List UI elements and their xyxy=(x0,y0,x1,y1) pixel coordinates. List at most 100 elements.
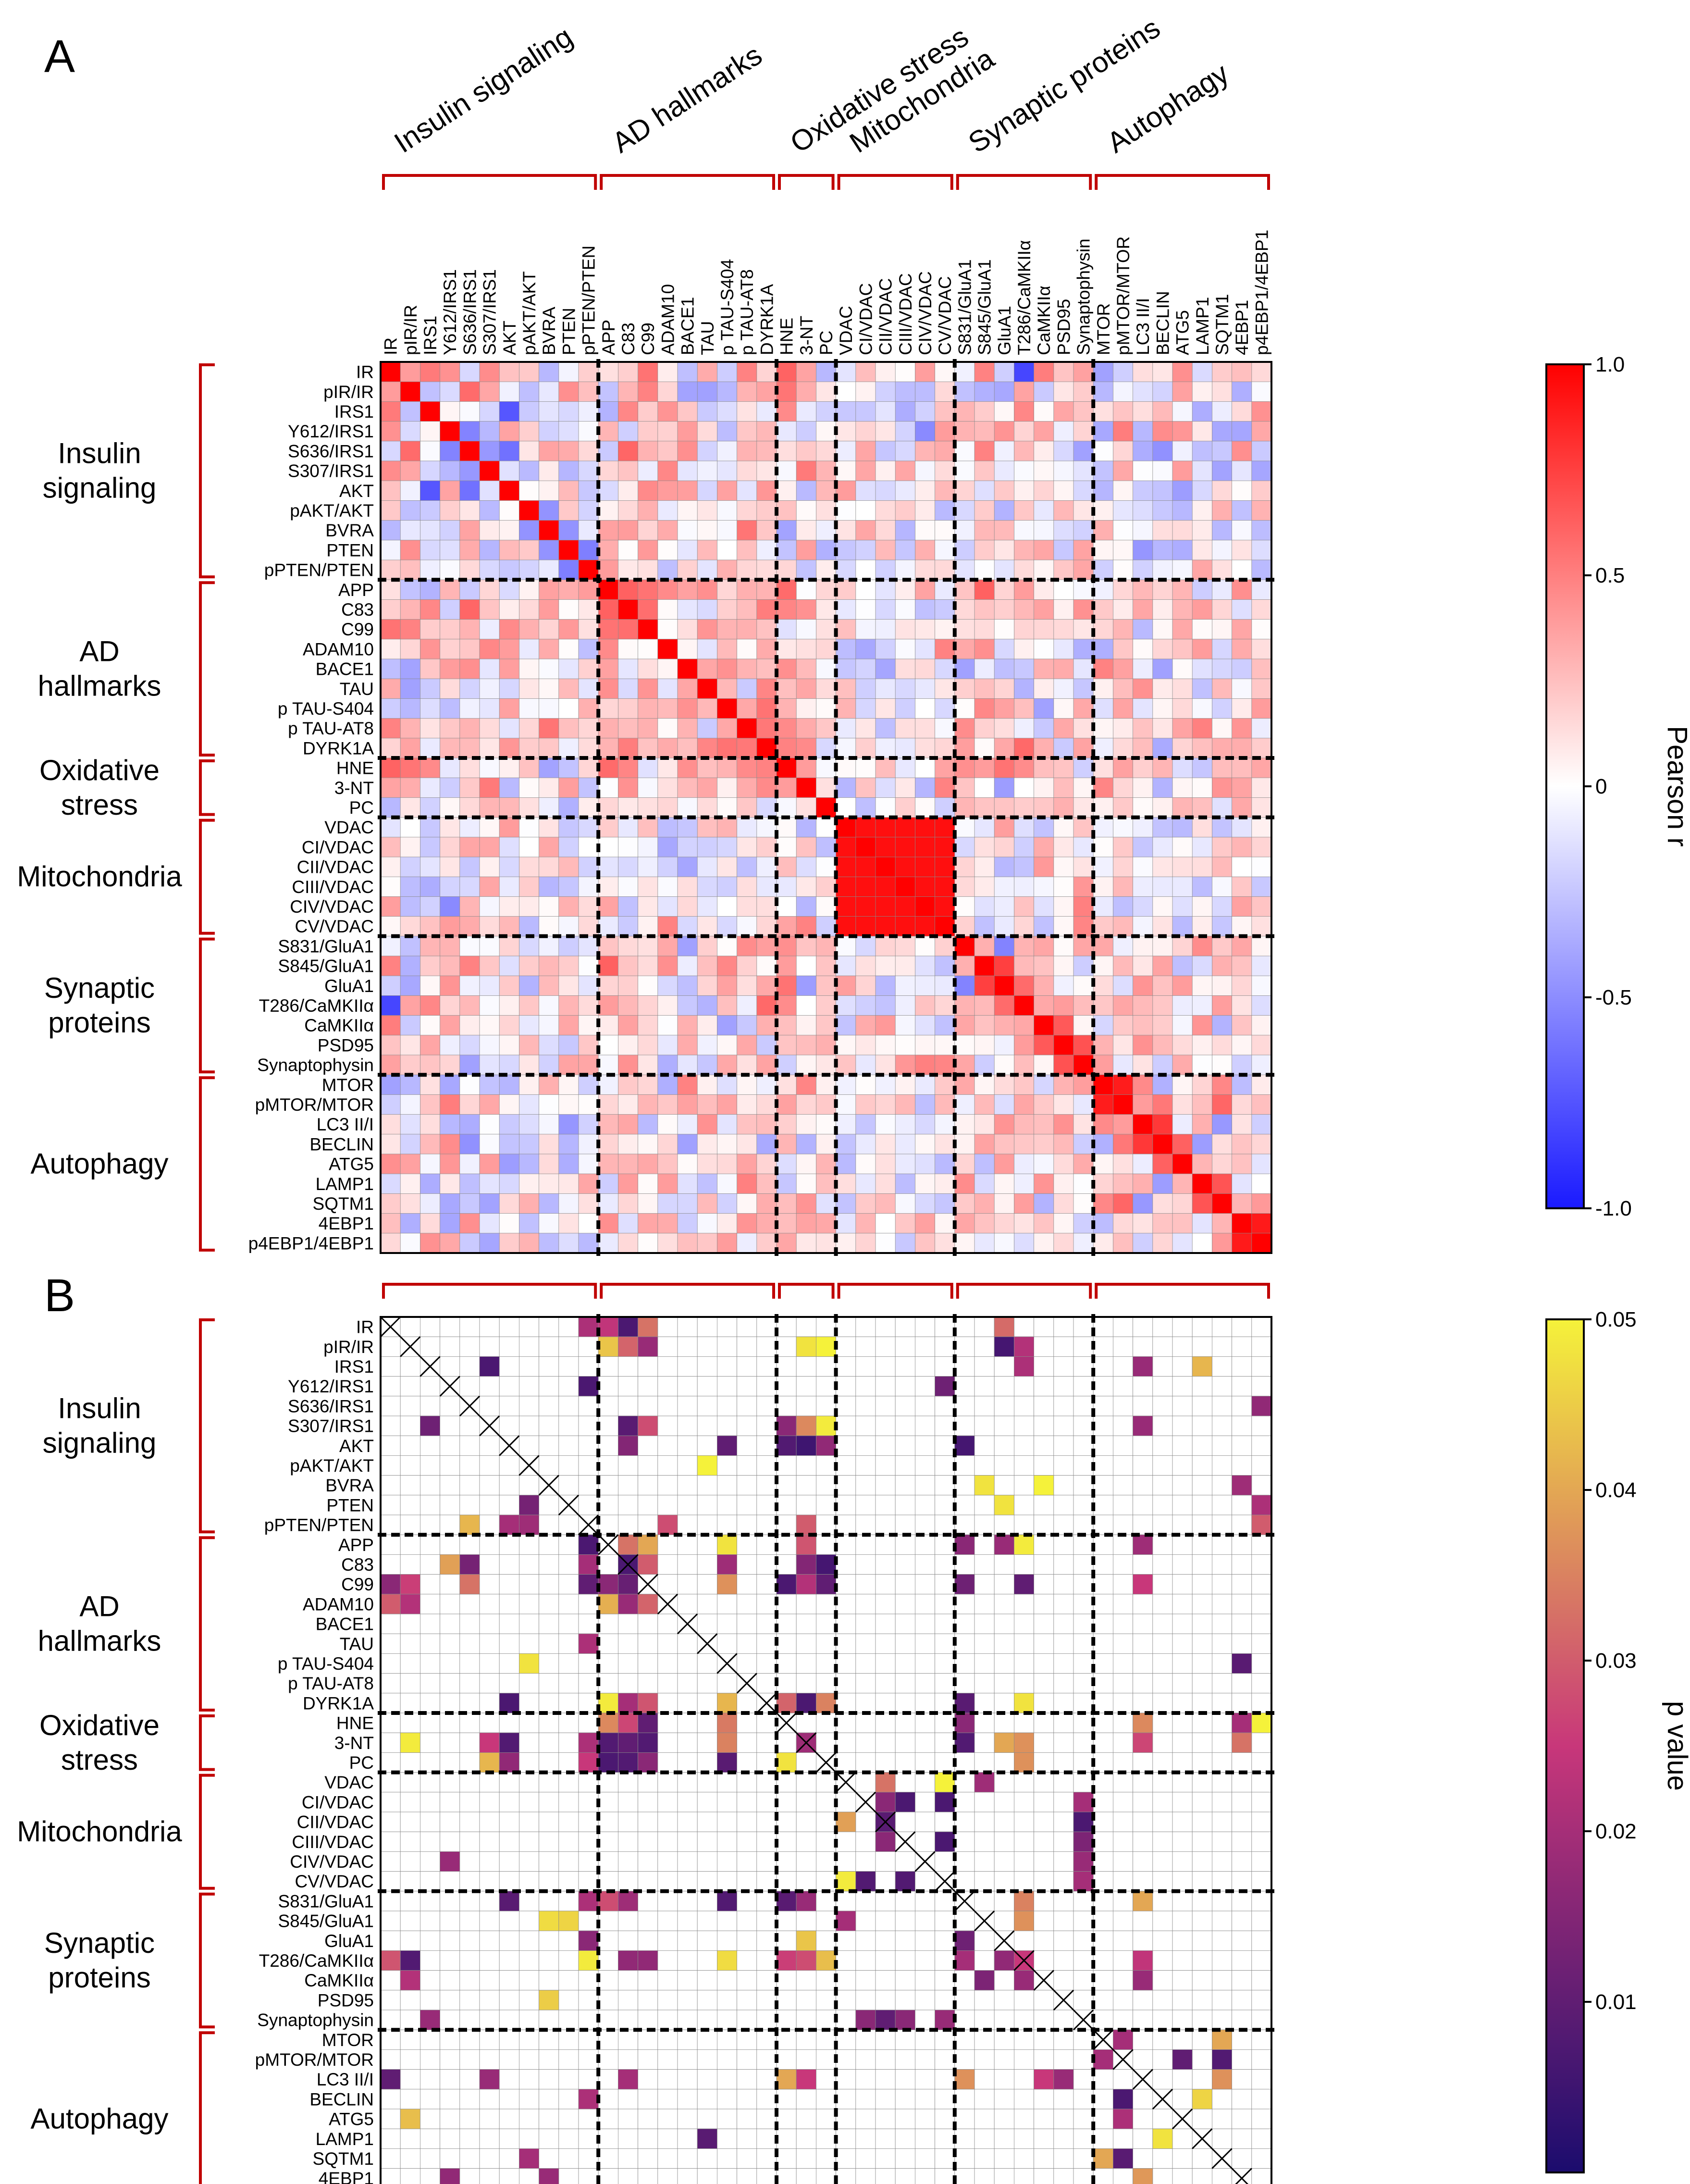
heatmap-cell xyxy=(756,1930,777,1951)
heatmap-cell xyxy=(459,678,480,699)
group-bracket-left xyxy=(199,1714,215,1771)
row-label: S307/IRS1 xyxy=(288,461,374,481)
heatmap-cell xyxy=(855,1495,876,1515)
heatmap-cell xyxy=(915,480,936,501)
heatmap-cell xyxy=(737,381,757,402)
heatmap-cell xyxy=(1053,1193,1074,1214)
heatmap-cell xyxy=(539,1455,559,1476)
heatmap-cell xyxy=(935,2029,955,2050)
heatmap-cell xyxy=(1251,738,1272,758)
heatmap-cell xyxy=(400,2010,420,2030)
heatmap-cell xyxy=(598,1930,618,1951)
heatmap-cell xyxy=(1133,975,1153,996)
heatmap-cell xyxy=(1192,1970,1212,1991)
heatmap-cell xyxy=(1093,1831,1113,1852)
heatmap-cell xyxy=(756,1752,777,1773)
heatmap-cell xyxy=(479,500,500,521)
heatmap-cell xyxy=(598,1673,618,1694)
heatmap-cell xyxy=(994,2089,1014,2110)
heatmap-cell xyxy=(1073,520,1094,541)
column-label: S831/GluA1 xyxy=(955,259,975,355)
heatmap-cell xyxy=(1133,1613,1153,1634)
heatmap-cell xyxy=(440,1772,460,1793)
heatmap-cell xyxy=(935,817,955,838)
heatmap-cell xyxy=(875,1316,896,1337)
heatmap-cell xyxy=(598,1950,618,1971)
heatmap-cell xyxy=(737,1396,757,1416)
heatmap-cell xyxy=(539,1950,559,1971)
heatmap-cell xyxy=(1192,698,1213,719)
heatmap-cell xyxy=(519,1055,540,1076)
heatmap-cell xyxy=(1034,1336,1054,1357)
group-bracket-left xyxy=(199,1318,215,1534)
heatmap-cell xyxy=(499,1376,519,1397)
heatmap-cell xyxy=(657,956,678,977)
heatmap-cell xyxy=(974,1554,995,1575)
heatmap-cell xyxy=(1112,718,1134,739)
significant-cell xyxy=(400,1732,420,1753)
heatmap-cell xyxy=(935,1154,955,1175)
heatmap-cell xyxy=(638,1396,658,1416)
heatmap-cell xyxy=(1251,1193,1272,1214)
heatmap-cell xyxy=(974,599,995,620)
heatmap-cell xyxy=(836,1534,856,1555)
heatmap-cell xyxy=(776,579,797,600)
heatmap-cell xyxy=(855,579,876,600)
heatmap-cell xyxy=(915,441,936,461)
heatmap-cell xyxy=(1211,856,1233,878)
heatmap-cell xyxy=(974,1356,995,1377)
heatmap-cell xyxy=(519,1633,540,1654)
heatmap-cell xyxy=(737,817,757,838)
heatmap-cell xyxy=(1034,1376,1054,1397)
heatmap-cell xyxy=(756,1435,777,1456)
heatmap-cell xyxy=(974,2049,995,2070)
heatmap-cell xyxy=(1112,876,1134,897)
heatmap-cell xyxy=(875,658,896,680)
heatmap-cell xyxy=(974,1495,995,1515)
heatmap-cell xyxy=(479,817,500,838)
heatmap-cell xyxy=(1053,975,1074,996)
heatmap-cell xyxy=(875,2128,896,2149)
heatmap-cell xyxy=(459,1891,480,1911)
heatmap-cell xyxy=(1172,678,1193,699)
heatmap-cell xyxy=(1192,1554,1212,1575)
heatmap-cell xyxy=(1013,599,1035,620)
diagonal-cross xyxy=(934,1871,955,1892)
heatmap-cell xyxy=(855,2069,876,2090)
heatmap-cell xyxy=(1172,1831,1193,1852)
heatmap-cell xyxy=(1232,2029,1252,2050)
heatmap-cell xyxy=(519,579,540,600)
heatmap-cell xyxy=(578,619,599,640)
significant-cell xyxy=(598,1732,618,1753)
row-label: CIV/VDAC xyxy=(290,897,374,917)
heatmap-cell xyxy=(954,1134,975,1154)
heatmap-cell xyxy=(1034,1055,1054,1076)
heatmap-cell xyxy=(1013,2029,1034,2050)
heatmap-cell xyxy=(1211,559,1233,581)
heatmap-cell xyxy=(440,639,460,659)
significant-cell xyxy=(895,1871,915,1892)
heatmap-cell xyxy=(1232,1356,1252,1377)
heatmap-cell xyxy=(935,2109,955,2129)
row-label: S636/IRS1 xyxy=(288,1396,374,1416)
heatmap-cell xyxy=(558,520,579,541)
heatmap-cell xyxy=(1053,1871,1074,1892)
column-label: S845/GluA1 xyxy=(975,259,995,355)
heatmap-cell xyxy=(558,500,579,521)
heatmap-cell xyxy=(816,1673,837,1694)
heatmap-cell xyxy=(657,1094,678,1115)
heatmap-cell xyxy=(875,936,896,956)
heatmap-cell xyxy=(400,460,421,482)
heatmap-cell xyxy=(657,2168,678,2184)
heatmap-cell xyxy=(459,1831,480,1852)
heatmap-cell xyxy=(1211,381,1233,402)
heatmap-cell xyxy=(1093,540,1114,560)
heatmap-cell xyxy=(1073,1316,1094,1337)
significant-cell xyxy=(638,1732,658,1753)
heatmap-cell xyxy=(1152,718,1173,739)
heatmap-cell xyxy=(737,520,757,541)
heatmap-cell xyxy=(638,540,658,560)
heatmap-cell xyxy=(935,1134,955,1154)
heatmap-cell xyxy=(816,1396,837,1416)
heatmap-cell xyxy=(954,520,975,541)
